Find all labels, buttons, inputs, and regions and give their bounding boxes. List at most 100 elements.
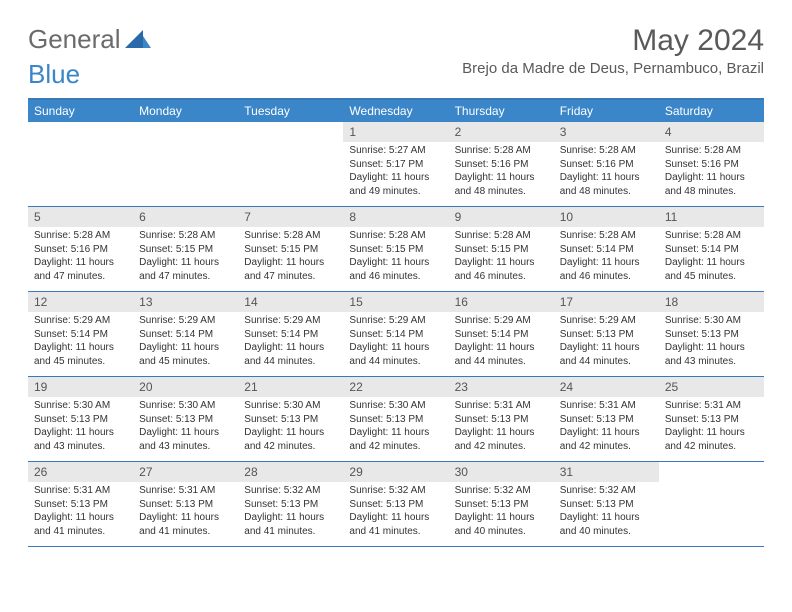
cell-body: Sunrise: 5:29 AMSunset: 5:14 PMDaylight:… [28,312,133,372]
day-number: 28 [238,462,343,482]
logo: General [28,24,151,55]
sunrise-text: Sunrise: 5:28 AM [349,229,442,243]
day-number: 5 [28,207,133,227]
cell-body: Sunrise: 5:32 AMSunset: 5:13 PMDaylight:… [449,482,554,542]
sunset-text: Sunset: 5:13 PM [560,328,653,342]
sunset-text: Sunset: 5:13 PM [349,413,442,427]
daylight-text-1: Daylight: 11 hours [455,171,548,185]
weeks-container: ...1Sunrise: 5:27 AMSunset: 5:17 PMDayli… [28,122,764,547]
daylight-text-1: Daylight: 11 hours [244,341,337,355]
day-number: 7 [238,207,343,227]
calendar-cell: . [133,122,238,206]
cell-body: Sunrise: 5:29 AMSunset: 5:14 PMDaylight:… [449,312,554,372]
calendar-cell: 23Sunrise: 5:31 AMSunset: 5:13 PMDayligh… [449,377,554,461]
daylight-text-2: and 46 minutes. [560,270,653,284]
sunrise-text: Sunrise: 5:30 AM [665,314,758,328]
sunset-text: Sunset: 5:13 PM [665,413,758,427]
day-number: 8 [343,207,448,227]
sunset-text: Sunset: 5:14 PM [665,243,758,257]
sunset-text: Sunset: 5:17 PM [349,158,442,172]
cell-body: Sunrise: 5:31 AMSunset: 5:13 PMDaylight:… [133,482,238,542]
sunset-text: Sunset: 5:14 PM [455,328,548,342]
day-number: 31 [554,462,659,482]
daylight-text-2: and 45 minutes. [139,355,232,369]
calendar-cell: . [28,122,133,206]
calendar-cell: 14 Sunrise: 5:29 AMSunset: 5:14 PMDayligh… [238,292,343,376]
daylight-text-2: and 45 minutes. [34,355,127,369]
day-number: 1 [343,122,448,142]
day-number: 20 [133,377,238,397]
daylight-text-1: Daylight: 11 hours [560,256,653,270]
sunset-text: Sunset: 5:14 PM [244,328,337,342]
logo-triangle-icon [125,24,151,55]
daylight-text-1: Daylight: 11 hours [139,426,232,440]
calendar-cell: 4Sunrise: 5:28 AMSunset: 5:16 PMDaylight… [659,122,764,206]
day-number: 18 [659,292,764,312]
cell-body: Sunrise: 5:30 AMSunset: 5:13 PMDaylight:… [343,397,448,457]
sunrise-text: Sunrise: 5:32 AM [455,484,548,498]
cell-body: Sunrise: 5:32 AMSunset: 5:13 PMDaylight:… [238,482,343,542]
cell-body: Sunrise: 5:28 AMSunset: 5:15 PMDaylight:… [133,227,238,287]
sunrise-text: Sunrise: 5:28 AM [560,144,653,158]
calendar-cell: 25Sunrise: 5:31 AMSunset: 5:13 PMDayligh… [659,377,764,461]
day-number: 23 [449,377,554,397]
daylight-text-1: Daylight: 11 hours [560,171,653,185]
sunrise-text: Sunrise: 5:31 AM [455,399,548,413]
day-number: 27 [133,462,238,482]
day-number: 9 [449,207,554,227]
day-number: 17 [554,292,659,312]
sunrise-text: Sunrise: 5:32 AM [349,484,442,498]
daylight-text-1: Daylight: 11 hours [349,171,442,185]
sunset-text: Sunset: 5:13 PM [455,498,548,512]
daylight-text-1: Daylight: 11 hours [34,341,127,355]
calendar-cell: 5Sunrise: 5:28 AMSunset: 5:16 PMDaylight… [28,207,133,291]
day-number: 3 [554,122,659,142]
calendar-cell: . [659,462,764,546]
sunset-text: Sunset: 5:13 PM [349,498,442,512]
calendar-cell: 22Sunrise: 5:30 AMSunset: 5:13 PMDayligh… [343,377,448,461]
cell-body: Sunrise: 5:32 AMSunset: 5:13 PMDaylight:… [343,482,448,542]
calendar-cell: 21Sunrise: 5:30 AMSunset: 5:13 PMDayligh… [238,377,343,461]
daylight-text-2: and 44 minutes. [244,355,337,369]
daylight-text-1: Daylight: 11 hours [455,341,548,355]
sunrise-text: Sunrise: 5:31 AM [665,399,758,413]
daylight-text-2: and 40 minutes. [560,525,653,539]
calendar: Sunday Monday Tuesday Wednesday Thursday… [28,98,764,547]
sunrise-text: Sunrise: 5:29 AM [244,314,337,328]
sunrise-text: Sunrise: 5:29 AM [349,314,442,328]
day-header-row: Sunday Monday Tuesday Wednesday Thursday… [28,100,764,122]
calendar-cell: 29Sunrise: 5:32 AMSunset: 5:13 PMDayligh… [343,462,448,546]
cell-body: Sunrise: 5:28 AMSunset: 5:16 PMDaylight:… [554,142,659,202]
daylight-text-2: and 44 minutes. [560,355,653,369]
daylight-text-1: Daylight: 11 hours [665,426,758,440]
daylight-text-2: and 41 minutes. [244,525,337,539]
month-title: May 2024 [462,24,764,58]
calendar-cell: . [238,122,343,206]
daylight-text-2: and 42 minutes. [665,440,758,454]
sunrise-text: Sunrise: 5:30 AM [244,399,337,413]
calendar-cell: 17Sunrise: 5:29 AMSunset: 5:13 PMDayligh… [554,292,659,376]
cell-body: Sunrise: 5:31 AMSunset: 5:13 PMDaylight:… [28,482,133,542]
daylight-text-2: and 44 minutes. [455,355,548,369]
week-row: 12Sunrise: 5:29 AMSunset: 5:14 PMDayligh… [28,292,764,377]
calendar-cell: 24Sunrise: 5:31 AMSunset: 5:13 PMDayligh… [554,377,659,461]
daylight-text-2: and 47 minutes. [139,270,232,284]
daylight-text-2: and 45 minutes. [665,270,758,284]
sunrise-text: Sunrise: 5:29 AM [455,314,548,328]
day-number: 6 [133,207,238,227]
week-row: 26Sunrise: 5:31 AMSunset: 5:13 PMDayligh… [28,462,764,547]
sunset-text: Sunset: 5:13 PM [244,413,337,427]
sunrise-text: Sunrise: 5:28 AM [455,229,548,243]
daylight-text-1: Daylight: 11 hours [139,511,232,525]
sunrise-text: Sunrise: 5:28 AM [665,229,758,243]
day-number: 21 [238,377,343,397]
calendar-cell: 15Sunrise: 5:29 AMSunset: 5:14 PMDayligh… [343,292,448,376]
calendar-cell: 7Sunrise: 5:28 AMSunset: 5:15 PMDaylight… [238,207,343,291]
day-number: 15 [343,292,448,312]
calendar-cell: 12Sunrise: 5:29 AMSunset: 5:14 PMDayligh… [28,292,133,376]
day-number: 14 [238,292,343,312]
sunset-text: Sunset: 5:15 PM [349,243,442,257]
daylight-text-1: Daylight: 11 hours [349,341,442,355]
calendar-cell: 16Sunrise: 5:29 AMSunset: 5:14 PMDayligh… [449,292,554,376]
calendar-cell: 8Sunrise: 5:28 AMSunset: 5:15 PMDaylight… [343,207,448,291]
